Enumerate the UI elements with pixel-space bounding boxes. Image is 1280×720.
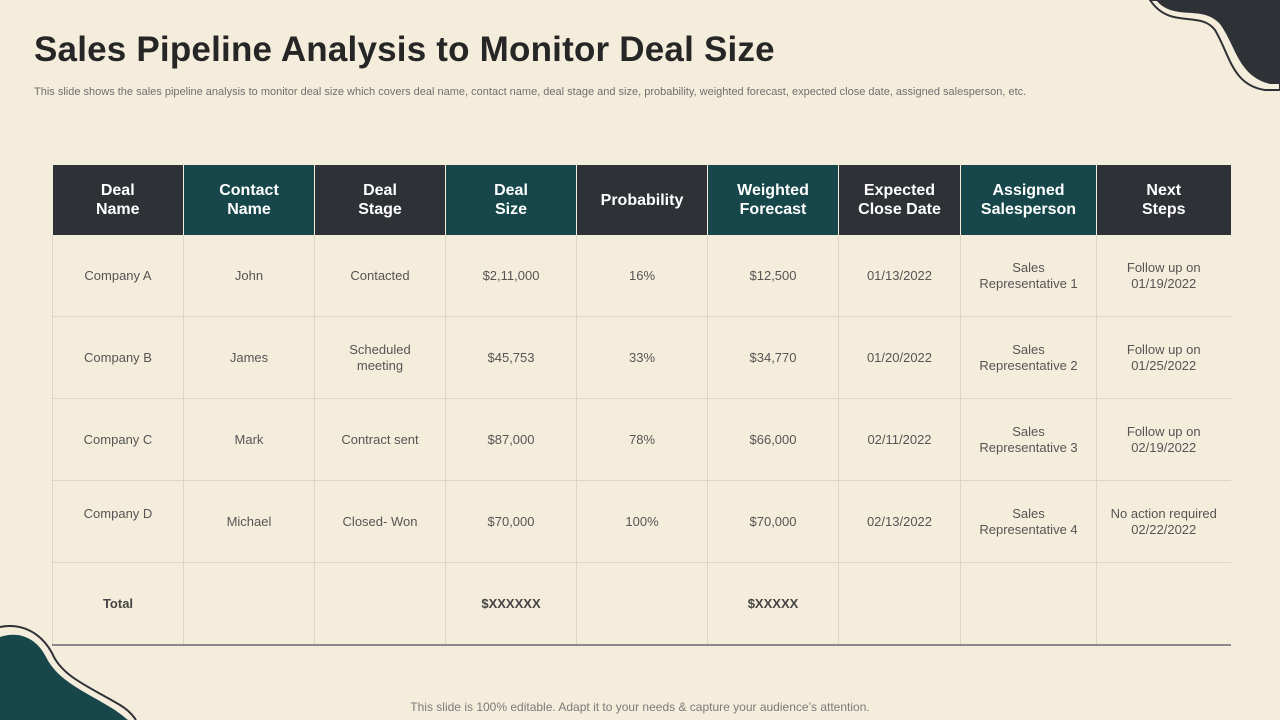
deal-name-cell: Company C (52, 398, 184, 481)
deal-stage-cell: Scheduled meeting (314, 316, 446, 399)
deal-size-cell: $45,753 (445, 316, 577, 399)
table-row: Company B James Scheduled meeting $45,75… (52, 316, 1231, 399)
next-steps-cell: No action required 02/22/2022 (1096, 480, 1231, 563)
deal-name-text: Company D (83, 505, 153, 521)
deal-name-cell: Company D (52, 480, 184, 563)
expected-close-date-cell: 02/13/2022 (838, 480, 961, 563)
table-row: Company A John Contacted $2,11,000 16% $… (52, 235, 1231, 317)
weighted-forecast-cell: $66,000 (707, 398, 839, 481)
next-steps-cell: Follow up on 01/19/2022 (1096, 235, 1231, 317)
expected-close-date-cell: 01/20/2022 (838, 316, 961, 399)
total-empty-cell (838, 562, 961, 646)
contact-name-cell: Mark (183, 398, 315, 481)
page-subtitle: This slide shows the sales pipeline anal… (34, 86, 1027, 98)
next-steps-cell: Follow up on 02/19/2022 (1096, 398, 1231, 481)
deal-size-cell: $2,11,000 (445, 235, 577, 317)
expected-close-date-cell: 02/11/2022 (838, 398, 961, 481)
deal-stage-cell: Contract sent (314, 398, 446, 481)
total-deal-size-cell: $XXXXXX (445, 562, 577, 646)
total-empty-cell (576, 562, 708, 646)
column-header-weighted-forecast: Weighted Forecast (707, 165, 839, 235)
column-header-contact-name: Contact Name (183, 165, 315, 235)
probability-cell: 16% (576, 235, 708, 317)
probability-cell: 33% (576, 316, 708, 399)
page-title: Sales Pipeline Analysis to Monitor Deal … (34, 30, 775, 69)
total-empty-cell (314, 562, 446, 646)
contact-name-cell: James (183, 316, 315, 399)
column-header-assigned-salesperson: Assigned Salesperson (960, 165, 1097, 235)
probability-cell: 78% (576, 398, 708, 481)
corner-decoration-bottom-left (0, 625, 137, 720)
total-empty-cell (183, 562, 315, 646)
column-header-next-steps: Next Steps (1096, 165, 1231, 235)
deal-size-cell: $87,000 (445, 398, 577, 481)
footer-note: This slide is 100% editable. Adapt it to… (410, 700, 870, 714)
total-label-cell: Total (52, 562, 184, 646)
assigned-salesperson-cell: Sales Representative 2 (960, 316, 1097, 399)
table-row: Company C Mark Contract sent $87,000 78%… (52, 398, 1231, 481)
column-header-probability: Probability (576, 165, 708, 235)
total-row: Total $XXXXXX $XXXXX (52, 562, 1231, 646)
deal-name-cell: Company A (52, 235, 184, 317)
assigned-salesperson-cell: Sales Representative 3 (960, 398, 1097, 481)
total-empty-cell (960, 562, 1097, 646)
next-steps-cell: Follow up on 01/25/2022 (1096, 316, 1231, 399)
probability-cell: 100% (576, 480, 708, 563)
total-empty-cell (1096, 562, 1231, 646)
deal-stage-cell: Closed- Won (314, 480, 446, 563)
assigned-salesperson-cell: Sales Representative 4 (960, 480, 1097, 563)
sales-pipeline-table: Deal Name Contact Name Deal Stage Deal S… (52, 165, 1231, 646)
corner-decoration-top-right (1148, 0, 1280, 91)
table-header-row: Deal Name Contact Name Deal Stage Deal S… (52, 165, 1231, 235)
column-header-deal-size: Deal Size (445, 165, 577, 235)
expected-close-date-cell: 01/13/2022 (838, 235, 961, 317)
deal-stage-cell: Contacted (314, 235, 446, 317)
total-weighted-forecast-cell: $XXXXX (707, 562, 839, 646)
column-header-deal-name: Deal Name (52, 165, 184, 235)
weighted-forecast-cell: $70,000 (707, 480, 839, 563)
deal-size-cell: $70,000 (445, 480, 577, 563)
column-header-deal-stage: Deal Stage (314, 165, 446, 235)
assigned-salesperson-cell: Sales Representative 1 (960, 235, 1097, 317)
deal-name-cell: Company B (52, 316, 184, 399)
contact-name-cell: John (183, 235, 315, 317)
column-header-expected-close-date: Expected Close Date (838, 165, 961, 235)
weighted-forecast-cell: $34,770 (707, 316, 839, 399)
contact-name-cell: Michael (183, 480, 315, 563)
weighted-forecast-cell: $12,500 (707, 235, 839, 317)
table-row: Company D Michael Closed- Won $70,000 10… (52, 480, 1231, 563)
